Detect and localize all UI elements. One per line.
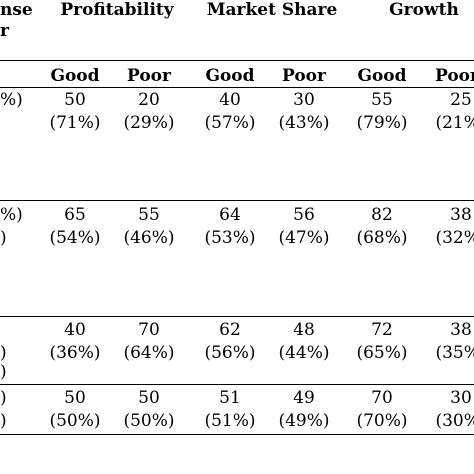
subheader-profitability-good: Good [50, 66, 100, 86]
row-2-count-2: 55 [138, 205, 160, 225]
row-4-count-6: 30 [450, 388, 472, 408]
row-3-pct-2: (64%) [123, 343, 175, 363]
row-1-pct-6: (21%) [435, 113, 474, 133]
row-4-count-2: 50 [138, 388, 160, 408]
row-3-count-6: 38 [450, 320, 472, 340]
group-header-profitability: Profitability [60, 0, 174, 20]
row-4-pct-4: (49%) [278, 411, 330, 431]
row-2-count-1: 65 [64, 205, 86, 225]
row-1-pct-2: (29%) [123, 113, 175, 133]
row-2-count-5: 82 [371, 205, 393, 225]
subheader-rule [0, 87, 474, 88]
row-3-count-4: 48 [293, 320, 315, 340]
row-2-pct-3: (53%) [204, 228, 256, 248]
row-3-count-5: 72 [371, 320, 393, 340]
first-column-header-line-1: nse [0, 0, 33, 20]
row-4-pct-1: (50%) [49, 411, 101, 431]
row-3-count-1: 40 [64, 320, 86, 340]
row-2-pct-6: (32%) [435, 228, 474, 248]
row-1-pct-1: (71%) [49, 113, 101, 133]
row-4-pct-2: (50%) [123, 411, 175, 431]
row-1-pct-3: (57%) [204, 113, 256, 133]
row-2-count-3: 64 [219, 205, 241, 225]
row-2-pct-4: (47%) [278, 228, 330, 248]
row-3-count-2: 70 [138, 320, 160, 340]
subheader-growth-good: Good [357, 66, 407, 86]
group-header-growth: Growth [389, 0, 459, 20]
row-3-stub-line-1: ) [0, 343, 7, 363]
row-4-pct-5: (70%) [356, 411, 408, 431]
first-column-header-line-2: r [0, 21, 9, 41]
row-1-count-4: 30 [293, 90, 315, 110]
row-4-count-3: 51 [219, 388, 241, 408]
row-4-stub-line-1: ) [0, 388, 7, 408]
row-2-stub-line-1: %) [0, 205, 23, 225]
subheader-market-share-good: Good [205, 66, 255, 86]
subheader-market-share-poor: Poor [282, 66, 326, 86]
row-3-pct-1: (36%) [49, 343, 101, 363]
row-4-pct-3: (51%) [204, 411, 256, 431]
row-1-count-1: 50 [64, 90, 86, 110]
row-3-pct-5: (65%) [356, 343, 408, 363]
row-4-count-1: 50 [64, 388, 86, 408]
row-1-pct-4: (43%) [278, 113, 330, 133]
row-1-pct-5: (79%) [356, 113, 408, 133]
row-2-count-6: 38 [450, 205, 472, 225]
row-4-stub-line-2: ) [0, 411, 7, 431]
row-2-pct-2: (46%) [123, 228, 175, 248]
row-3-stub-line-2: ) [0, 362, 7, 382]
row-4-count-5: 70 [371, 388, 393, 408]
row-1-count-6: 25 [450, 90, 472, 110]
row-1-count-3: 40 [219, 90, 241, 110]
row-rule-2 [0, 316, 474, 317]
row-4-count-4: 49 [293, 388, 315, 408]
row-1-count-2: 20 [138, 90, 160, 110]
row-1-stub-line-1: %) [0, 90, 23, 110]
header-rule [0, 60, 474, 61]
bottom-rule [0, 434, 474, 435]
group-header-market-share: Market Share [206, 0, 338, 20]
row-2-count-4: 56 [293, 205, 315, 225]
row-rule-3 [0, 384, 474, 385]
row-1-count-5: 55 [371, 90, 393, 110]
row-2-stub-line-2: ) [0, 228, 7, 248]
row-3-pct-4: (44%) [278, 343, 330, 363]
row-3-pct-6: (35%) [435, 343, 474, 363]
row-2-pct-5: (68%) [356, 228, 408, 248]
row-rule-1 [0, 200, 474, 201]
row-3-count-3: 62 [219, 320, 241, 340]
subheader-profitability-poor: Poor [127, 66, 171, 86]
row-4-pct-6: (30%) [435, 411, 474, 431]
subheader-growth-poor: Poor [435, 66, 474, 86]
row-2-pct-1: (54%) [49, 228, 101, 248]
row-3-pct-3: (56%) [204, 343, 256, 363]
